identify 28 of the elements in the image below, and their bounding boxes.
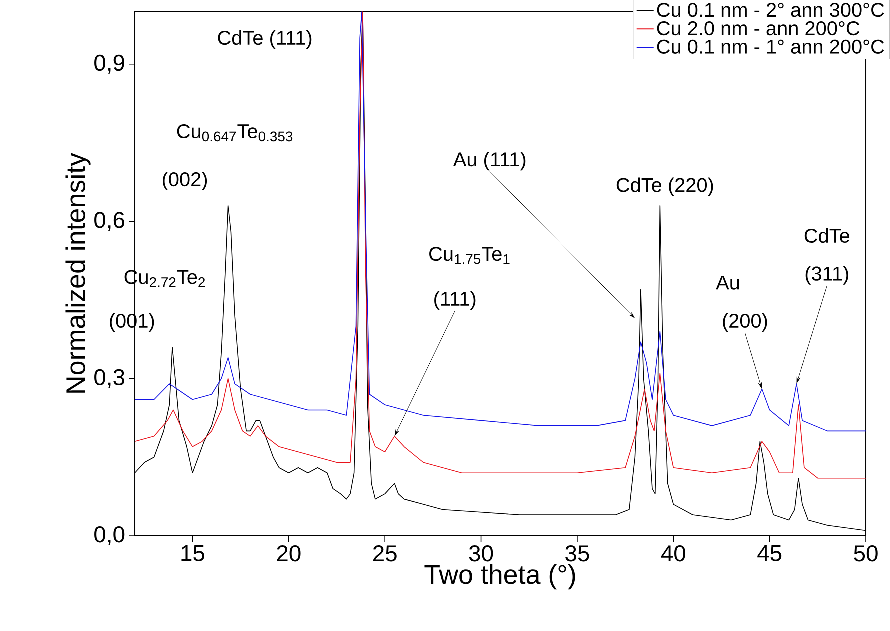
x-axis-title: Two theta (°) [424,564,576,590]
annotation: Cu$_{0.647}$Te$_{0.353}$ [177,124,293,142]
legend-label: Cu 0.1 nm - 1° ann 200°C [657,40,884,54]
y-tick-label: 0,3 [94,369,124,388]
y-axis-title: Normalized intensity [66,153,91,393]
y-tick-label: 0,0 [94,526,125,546]
y-tick-label: 0,6 [94,212,124,232]
annotation: CdTe (111) [218,30,312,50]
annotation: Au [716,276,740,290]
annotation: CdTe [804,228,850,244]
x-tick-label: 35 [566,545,590,562]
x-tick-label: 45 [758,545,782,562]
x-tick-label: 40 [661,545,686,562]
x-tick-label: 30 [469,545,494,562]
annotation: (200) [723,313,768,332]
x-tick-label: 50 [854,545,878,562]
annotation: (111) [434,291,476,310]
x-tick-label: 25 [374,545,397,562]
annotation: Au (111) [453,152,526,171]
annotation: Cu$_{1.75}$Te$_{1}$ [430,247,510,264]
x-tick-label: 15 [182,545,204,562]
legend-label: Cu 0.1 nm - 2° ann 300°C [657,3,884,18]
legend-label: Cu 2.0 nm - ann 200°C [657,21,860,36]
y-tick-label: 0,9 [94,54,124,74]
annotation: CdTe (220) [616,178,714,196]
annotation: (002) [163,172,208,191]
annotation: (311) [806,266,848,285]
x-tick-label: 20 [277,545,301,562]
